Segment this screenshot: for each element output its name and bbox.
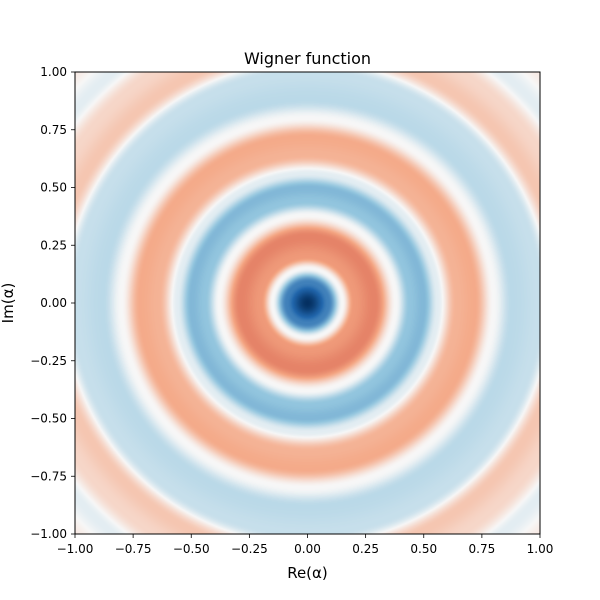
y-tick-label: −1.00 (30, 527, 67, 541)
x-tick-label: 1.00 (527, 542, 554, 556)
x-tick-label: 0.75 (469, 542, 496, 556)
y-tick-label: −0.25 (30, 354, 67, 368)
plot-area (74, 71, 541, 535)
x-tick-label: 0.50 (410, 542, 437, 556)
chart-title: Wigner function (244, 49, 371, 68)
y-axis: −1.00 −0.75 −0.50 −0.25 0.00 0.25 0.50 0.75 1.00 (30, 65, 75, 541)
y-tick-label: 1.00 (40, 65, 67, 79)
x-axis: −1.00 −0.75 −0.50 −0.25 0.00 0.25 0.50 0.75 1.00 (57, 534, 554, 556)
x-tick-label: 0.25 (352, 542, 379, 556)
y-tick-label: 0.25 (40, 238, 67, 252)
x-tick-label: −1.00 (57, 542, 94, 556)
y-tick-label: 0.75 (40, 123, 67, 137)
y-tick-label: −0.50 (30, 412, 67, 426)
x-tick-label: −0.75 (115, 542, 152, 556)
x-tick-label: −0.50 (173, 542, 210, 556)
x-tick-label: −0.25 (231, 542, 268, 556)
x-tick-label: 0.00 (294, 542, 321, 556)
y-tick-label: 0.00 (40, 296, 67, 310)
y-tick-label: 0.50 (40, 181, 67, 195)
heatmap-image (75, 72, 540, 534)
y-tick-label: −0.75 (30, 469, 67, 483)
y-axis-label: Im(α) (0, 283, 17, 324)
x-axis-label: Re(α) (287, 564, 328, 582)
